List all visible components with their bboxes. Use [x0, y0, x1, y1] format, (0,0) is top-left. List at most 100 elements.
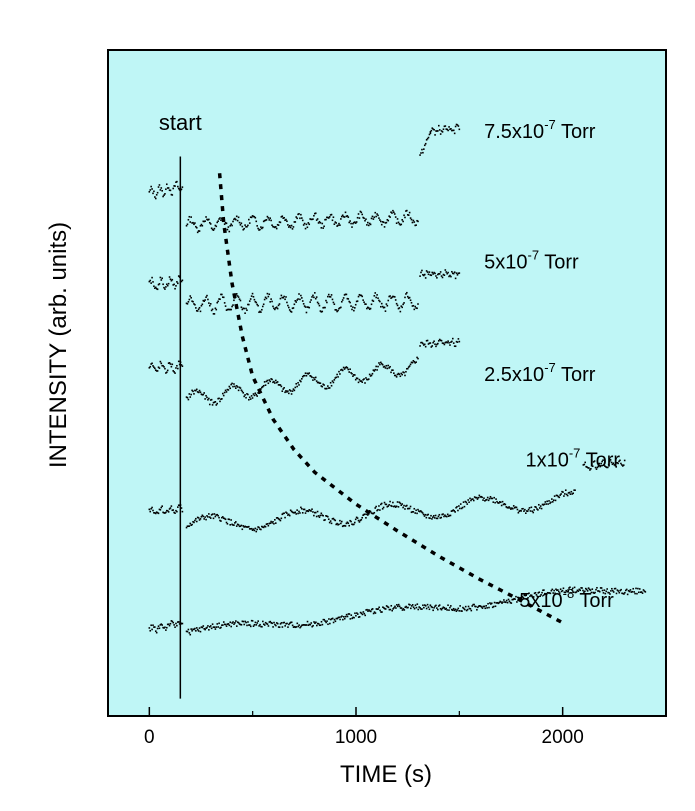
series-point [329, 214, 332, 216]
series-point [416, 512, 418, 515]
series-point [268, 522, 271, 525]
series-point [289, 509, 292, 512]
series-point [434, 514, 437, 517]
series-point [152, 281, 154, 283]
series-point [170, 279, 173, 282]
series-point [197, 630, 200, 632]
series-point [274, 379, 277, 382]
series-point [549, 592, 552, 595]
series-point [299, 512, 301, 514]
series-point [449, 274, 451, 277]
series-point [316, 381, 319, 384]
series-point [453, 345, 456, 347]
series-point [149, 189, 152, 191]
series-point [633, 591, 635, 593]
series-point [302, 375, 305, 377]
series-point [432, 273, 434, 275]
series-point [591, 465, 594, 468]
series-point [580, 587, 582, 589]
series-point [152, 192, 154, 195]
series-point [154, 512, 157, 515]
series-point [529, 595, 531, 598]
series-point [423, 606, 425, 609]
series-point [283, 387, 285, 389]
series-point [200, 626, 203, 628]
series-point [163, 512, 165, 514]
series-point [292, 226, 295, 228]
series-point [188, 215, 191, 218]
series-point [405, 605, 407, 608]
series-point [605, 590, 608, 593]
series-point [208, 218, 210, 221]
series-point [233, 623, 235, 625]
series-point [251, 529, 254, 531]
series-point [190, 296, 192, 299]
series-point [431, 127, 434, 129]
series-point [511, 598, 514, 601]
series-point [430, 346, 433, 348]
series-point [190, 628, 192, 630]
series-point [433, 517, 436, 519]
series-point [544, 592, 546, 595]
series-point [582, 464, 585, 466]
series-point [435, 275, 437, 277]
series-point [274, 518, 276, 521]
series-point [148, 280, 151, 283]
series-point [169, 278, 172, 280]
series-point [367, 224, 370, 227]
series-point [372, 369, 375, 371]
series-point [560, 590, 563, 593]
series-point [355, 377, 358, 379]
series-point [634, 592, 636, 595]
series-point [317, 515, 320, 517]
series-point [416, 603, 419, 605]
series-point [287, 390, 289, 392]
series-point [448, 514, 451, 517]
series-point [466, 608, 469, 611]
series-point [317, 222, 320, 224]
series-point [242, 307, 245, 310]
series-point [272, 381, 274, 384]
series-point [171, 363, 174, 366]
series-point [181, 279, 184, 282]
series-point [277, 626, 280, 628]
series-point [622, 592, 624, 595]
series-point [397, 307, 400, 310]
series-point [576, 589, 579, 592]
series-point [170, 505, 173, 507]
series-point [379, 300, 381, 303]
series-point [456, 124, 459, 126]
series-point [393, 505, 395, 508]
series-point [406, 295, 409, 298]
series-point [490, 497, 493, 500]
series-point [396, 304, 399, 307]
series-point [396, 603, 398, 606]
series-point [220, 219, 222, 221]
series-point [438, 124, 440, 127]
series-point [292, 307, 295, 309]
series-point [230, 519, 232, 521]
series-point [442, 606, 445, 609]
series-point [315, 296, 318, 298]
series-point [176, 510, 178, 513]
series-point [272, 225, 274, 228]
series-point [276, 622, 278, 624]
series-point [227, 308, 230, 311]
series-point [218, 298, 220, 300]
series-point [320, 227, 323, 229]
series-point [398, 373, 401, 376]
series-point [348, 300, 351, 303]
series-point [191, 300, 193, 303]
series-point [514, 506, 517, 508]
series-point [159, 509, 162, 511]
series-point [472, 603, 474, 606]
series-point [340, 616, 342, 618]
series-point [405, 293, 407, 295]
series-point [460, 610, 462, 612]
series-point [254, 216, 257, 219]
series-point [191, 389, 193, 392]
series-point [388, 295, 390, 298]
series-point [564, 591, 567, 594]
series-point [210, 514, 213, 516]
plot-area [107, 49, 667, 717]
